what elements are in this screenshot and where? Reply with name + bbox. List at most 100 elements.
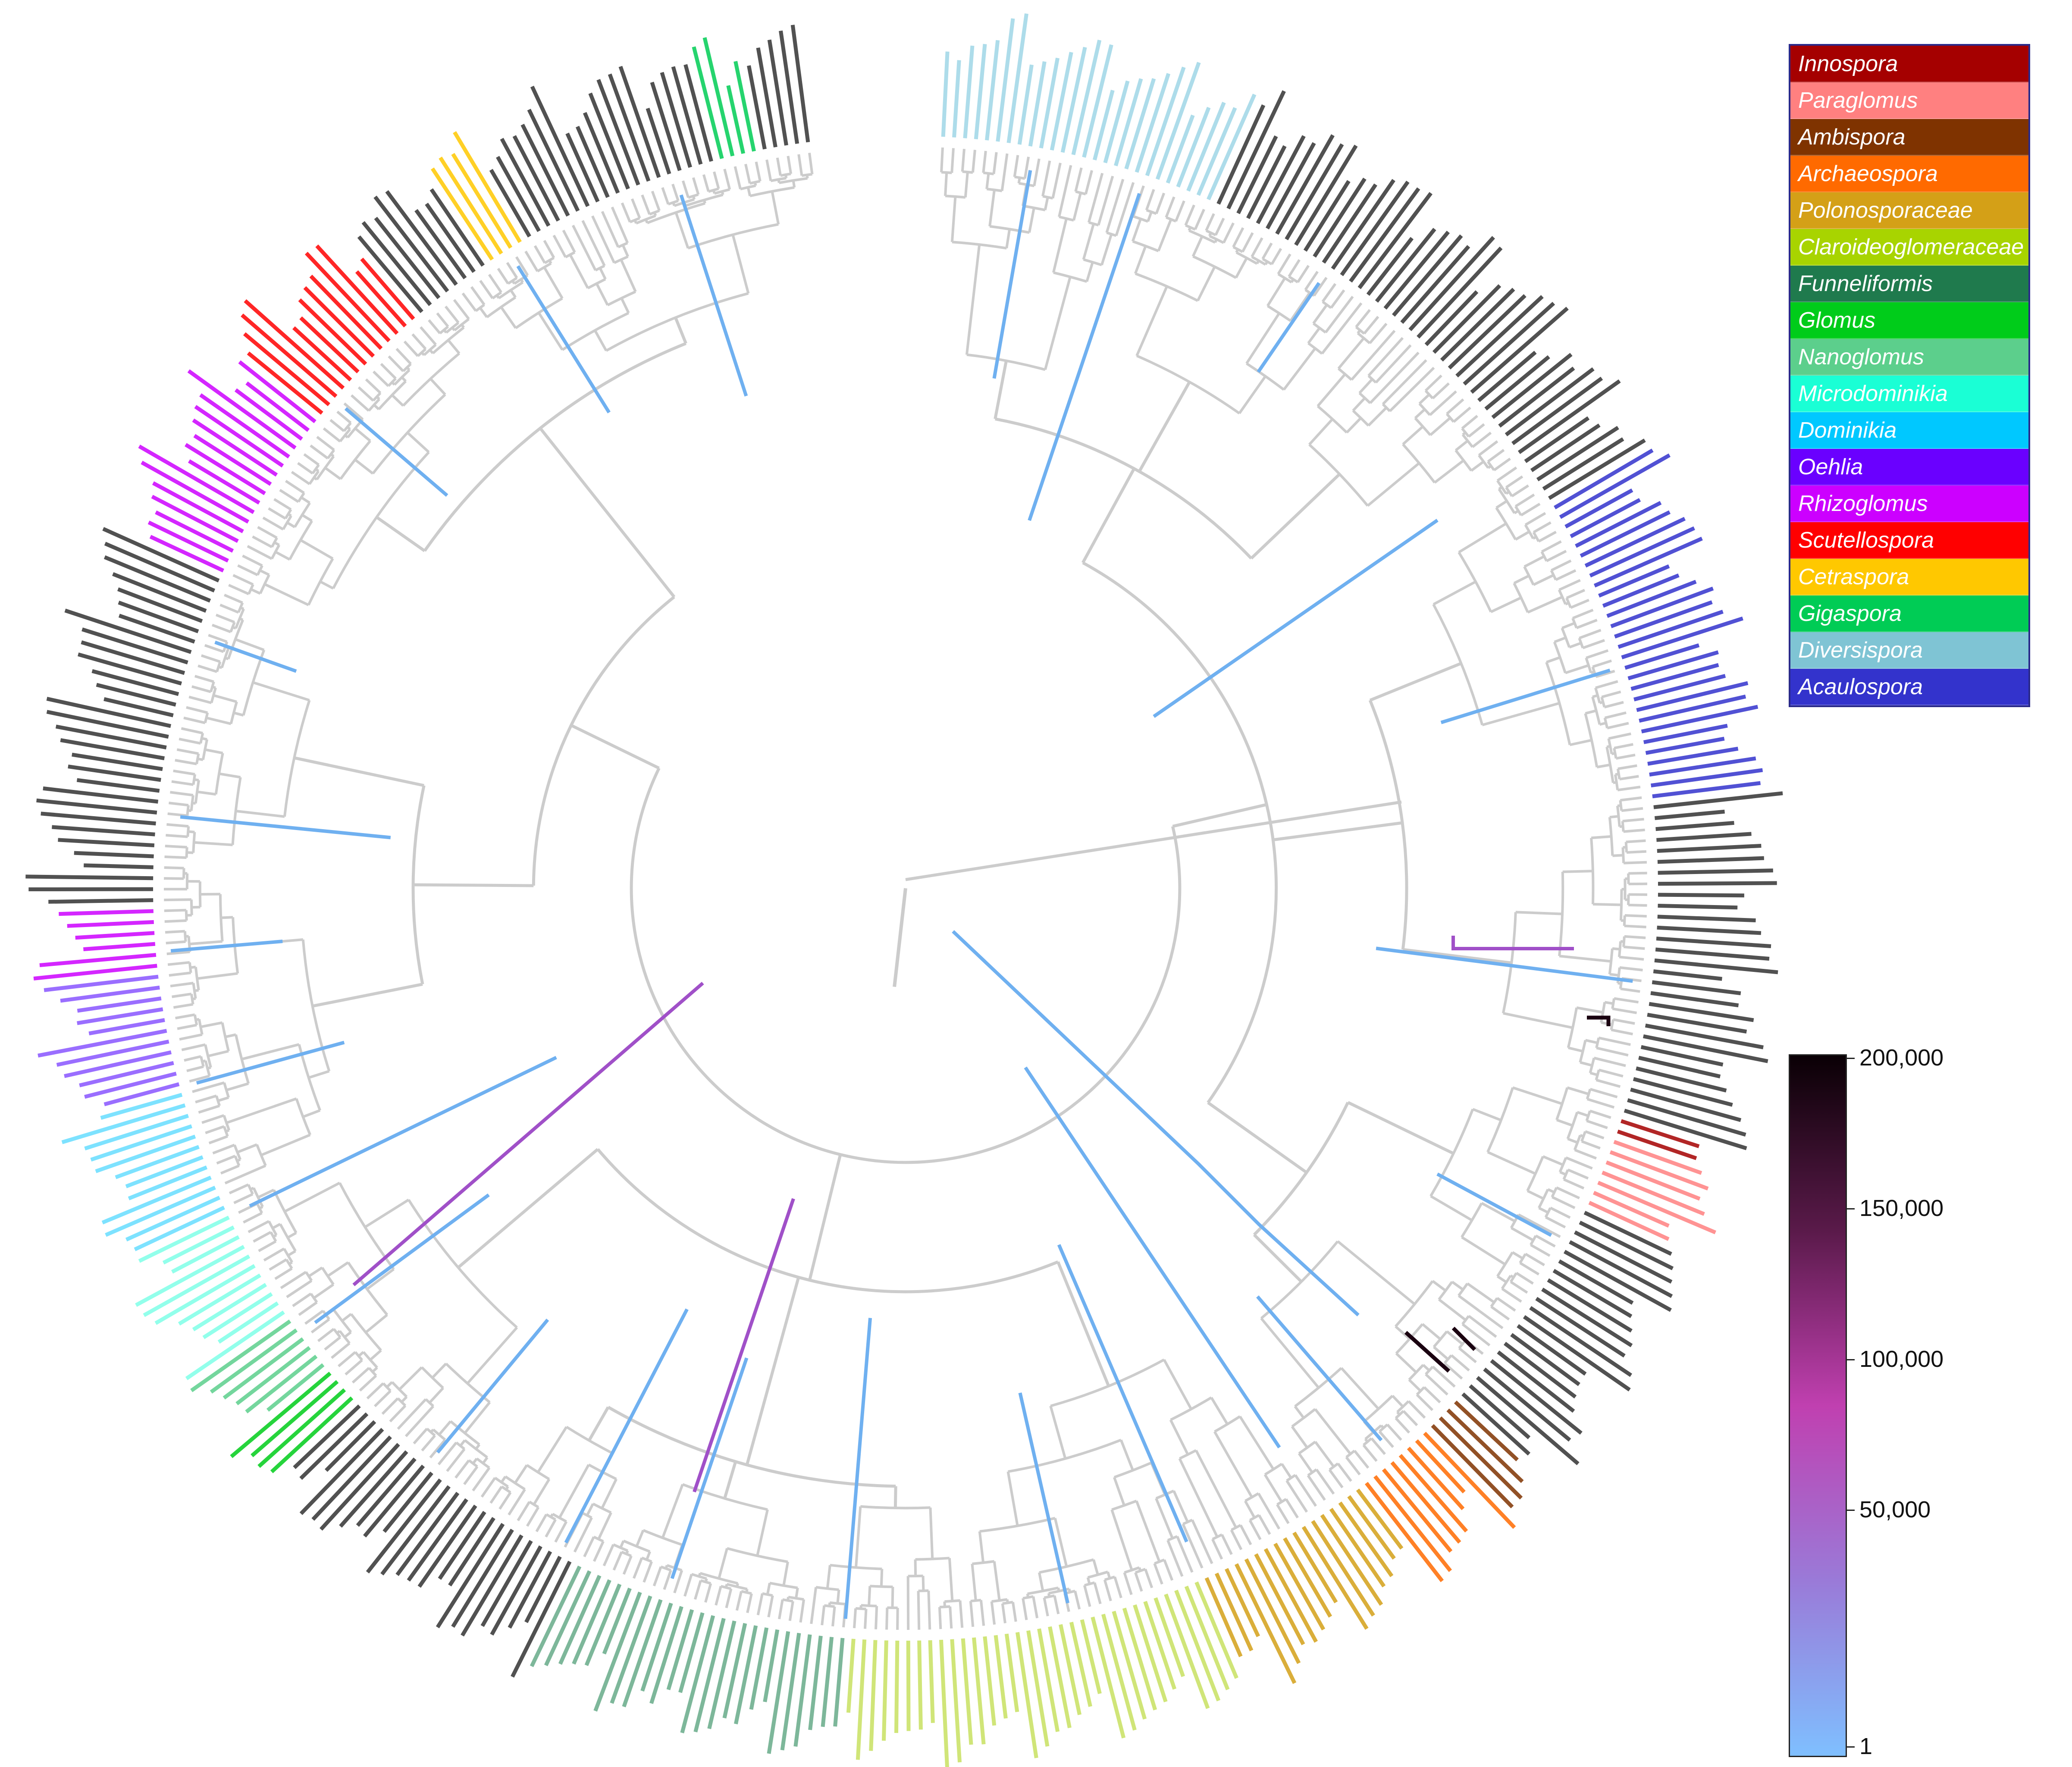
legend-item-scutellospora: Scutellospora [1790, 522, 2028, 559]
branch [464, 1401, 491, 1434]
branch [893, 888, 907, 987]
tip-label [1196, 107, 1237, 196]
tip-label [105, 1185, 216, 1237]
tip-label [527, 109, 580, 212]
branch [1585, 709, 1597, 715]
branch [1535, 1234, 1556, 1248]
branch [1145, 189, 1155, 211]
tip-label [1225, 1568, 1260, 1637]
branch [1517, 1213, 1561, 1238]
branch [181, 727, 203, 735]
tip-label [1114, 78, 1143, 166]
branch [681, 180, 690, 198]
branch [1264, 261, 1269, 265]
branch-arc [1135, 1568, 1146, 1574]
branch [345, 1359, 363, 1375]
branch [1345, 1456, 1361, 1476]
branch [1369, 351, 1420, 404]
branch [288, 1261, 293, 1266]
branch [1013, 155, 1019, 177]
tip-label [496, 156, 541, 232]
tip-label [1523, 1315, 1631, 1391]
branch-arc [587, 278, 606, 289]
branch [1103, 1579, 1112, 1601]
branch [292, 1292, 312, 1307]
branch-arc [1433, 1330, 1448, 1348]
tip-label [1575, 501, 1662, 548]
branch [788, 1601, 794, 1621]
tip-label [60, 985, 160, 1003]
tip-label [407, 1498, 468, 1582]
branch [421, 1435, 436, 1452]
branch [1176, 1535, 1194, 1573]
branch [539, 427, 676, 598]
tip-label [192, 1283, 267, 1332]
branch-arc [552, 1513, 567, 1523]
tip-label [572, 1579, 611, 1665]
branch [1074, 1591, 1081, 1610]
branch [1619, 966, 1643, 971]
branch [1547, 1188, 1555, 1194]
tip-label [88, 1018, 165, 1036]
branch [455, 1459, 470, 1479]
branch-arc [855, 1607, 866, 1610]
branch-arc [1578, 637, 1584, 649]
tip-label [1407, 1447, 1465, 1510]
tip-label [734, 1625, 758, 1725]
branch [198, 1104, 220, 1114]
tip-label [55, 724, 167, 750]
tip-label [650, 81, 682, 171]
branch [1245, 312, 1280, 364]
branch [1446, 1330, 1464, 1345]
branch-arc [492, 291, 502, 300]
highlighted-branch-purple [352, 981, 704, 1287]
branch-arc [1276, 1498, 1287, 1506]
tip-label [1593, 1191, 1670, 1228]
branch-arc [945, 194, 966, 199]
tip-label [210, 1328, 298, 1394]
branch [287, 1250, 296, 1257]
branch-arc [1611, 998, 1616, 1009]
branch [1313, 277, 1328, 297]
branch [1072, 192, 1082, 221]
tip-label [60, 738, 165, 761]
branch [1211, 1538, 1223, 1560]
tip-label [1216, 104, 1266, 205]
branch [1496, 1297, 1516, 1312]
branch [1432, 1366, 1456, 1388]
branch-arc [235, 608, 245, 629]
tip-label [1349, 187, 1420, 283]
tip-label [1529, 1306, 1633, 1377]
legend-label: Claroideoglomeraceae [1798, 234, 2024, 260]
branch [1498, 486, 1503, 490]
branch [1429, 417, 1451, 436]
tip-label [1071, 39, 1102, 155]
branch-arc [801, 173, 812, 177]
branch-arc [1355, 326, 1365, 335]
legend-item-polonosporaceae: Polonosporaceae [1790, 192, 2028, 229]
branch [1609, 973, 1619, 977]
branch [297, 462, 313, 475]
tip-label [101, 1175, 212, 1225]
branch [191, 905, 201, 909]
branch [373, 1390, 392, 1407]
branch [1363, 316, 1379, 335]
branch [1307, 1475, 1326, 1501]
branch [1624, 924, 1646, 928]
branch-arc [204, 1044, 212, 1068]
branch [229, 1183, 249, 1194]
tip-label [245, 381, 310, 432]
branch [1044, 276, 1072, 370]
legend-item-innospora: Innospora [1790, 46, 2028, 82]
tip-label [1641, 705, 1759, 733]
tip-label [1655, 947, 1770, 961]
branch-arc [1487, 461, 1495, 471]
branch [258, 1240, 277, 1252]
branch [922, 1576, 925, 1591]
tip-label [1658, 903, 1738, 910]
branch [252, 535, 273, 548]
branch [581, 220, 606, 266]
branch [1257, 1492, 1281, 1530]
branch [1083, 1585, 1091, 1607]
